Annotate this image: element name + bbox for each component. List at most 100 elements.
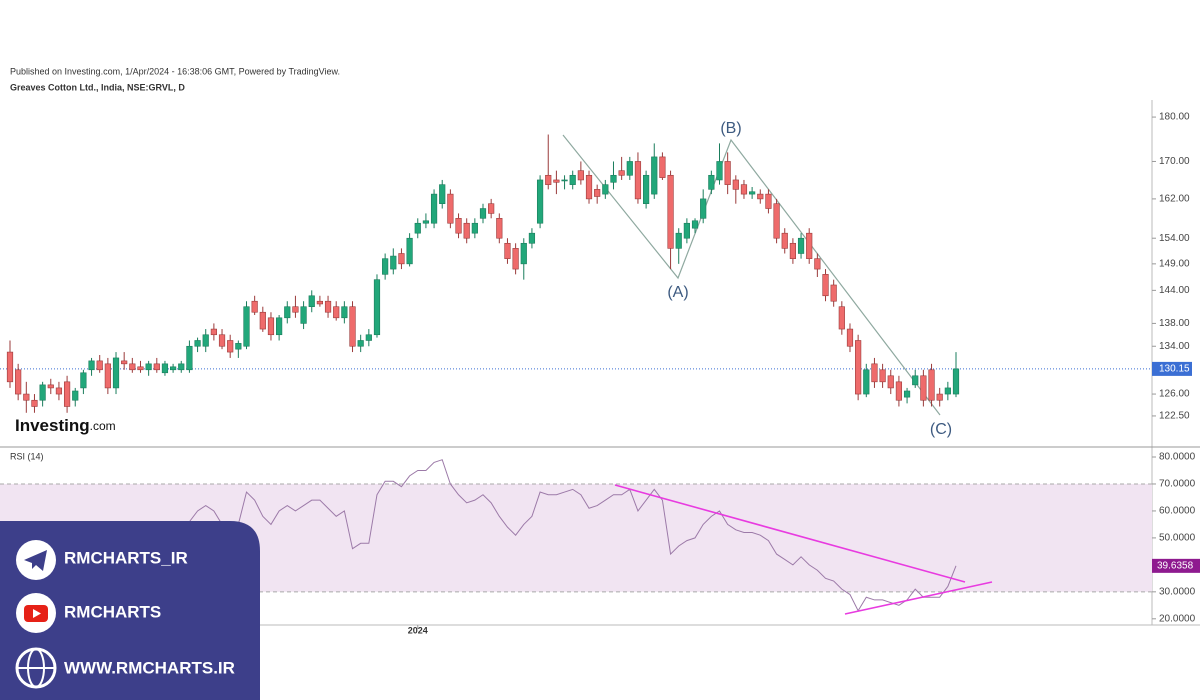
candle-body [512,248,519,270]
candle-body [6,351,14,383]
candle-body [855,340,862,395]
candle-body [463,222,470,239]
candle-body [194,340,201,347]
candle-body [390,255,397,270]
candle-body [887,375,894,389]
data-layer: 180.00 170.00 162.00 154.00 149.00 144.00 138.… [0,112,1200,635]
candle-body [80,372,87,389]
candle-body [324,300,332,313]
candle-body [455,218,462,234]
candle-body [618,170,625,176]
logo-suffix: .com [90,419,116,433]
candle-body [235,343,242,350]
candle-body [251,300,258,313]
candle-body [814,258,821,270]
candle-body [496,218,503,239]
candle-body [659,156,666,178]
candle-body [716,161,723,181]
candle-body [561,179,568,182]
candle-body [952,368,960,395]
candle-body [553,179,560,183]
candle-body [398,253,405,265]
candle-body [610,174,617,183]
chart-title: Greaves Cotton Ltd., India, NSE:GRVL, D [10,82,185,92]
y-tick-label: 138.00 [1159,318,1190,329]
y-tick-label: 180.00 [1159,112,1190,123]
candle-body [439,184,446,204]
last-price-tag [1152,361,1192,376]
candle-body [357,340,364,347]
candle-body [341,306,348,319]
y-tick-label: 162.00 [1159,194,1190,205]
candle-body [55,387,63,395]
x-tick-label: 2024 [408,625,428,635]
candle-body [773,203,780,239]
candle-body [797,237,805,254]
candle-body [691,220,699,229]
candle-body [594,189,601,197]
candle-body [912,375,919,386]
candle-body [23,393,30,401]
candle-body [757,193,764,200]
candle-body [88,360,95,371]
candle-body [243,306,250,347]
candle-body [683,222,690,239]
candle-body [871,363,878,383]
candle-body [414,222,421,234]
candle-body [471,222,478,234]
candle-body [724,161,731,185]
candle-body [732,179,739,190]
candle-body [928,369,935,401]
rsi-tick-label: 80.0000 [1159,452,1196,463]
candle-body [186,345,193,371]
candle-body [822,274,829,297]
website: WWW.RMCHARTS.IR [64,658,235,677]
candle-body [488,203,495,214]
candle-body [276,317,283,336]
trend-line [614,484,966,583]
candle-body [72,390,79,401]
y-tick-label: 122.50 [1159,411,1190,422]
candle-body [936,393,943,401]
candle-body [227,340,234,353]
candle-body [830,284,837,302]
y-tick-label: 126.00 [1159,389,1190,400]
candle-body [365,334,372,341]
candle-body [31,399,38,407]
y-tick-label: 144.00 [1159,285,1190,296]
candle-body [15,369,22,395]
candle-body [643,174,650,204]
candle-body [406,237,413,265]
telegram-handle: RMCHARTS_IR [64,548,188,567]
candle-body [218,334,226,347]
candle-body [316,300,323,305]
candle-body [137,366,144,371]
candle-body [267,317,275,336]
publisher: Published on Investing.com, 1/Apr/2024 -… [10,66,340,76]
candle-body [520,242,527,265]
candle-body [634,161,642,200]
candle-body [292,306,299,313]
candle-body [846,328,854,347]
candle-body [382,258,389,275]
wave-label: (B) [720,120,741,137]
candle-body [781,232,788,249]
candle-body [504,242,511,259]
y-tick-label: 154.00 [1159,233,1190,244]
y-tick-label: 149.00 [1159,258,1190,269]
rsi-value-label: 39.6358 [1157,560,1194,571]
candle-body [577,170,584,181]
candle-body [895,381,903,401]
candle-body [259,311,266,330]
candle-body [96,360,103,371]
candle-body [47,384,54,389]
candle-body [740,184,748,195]
candle-body [602,184,609,195]
rsi-tick-label: 60.0000 [1159,506,1196,517]
rsi-tick-label: 70.0000 [1159,479,1196,490]
candle-body [447,193,454,224]
candle-body [170,366,177,371]
candle-body [373,279,381,336]
